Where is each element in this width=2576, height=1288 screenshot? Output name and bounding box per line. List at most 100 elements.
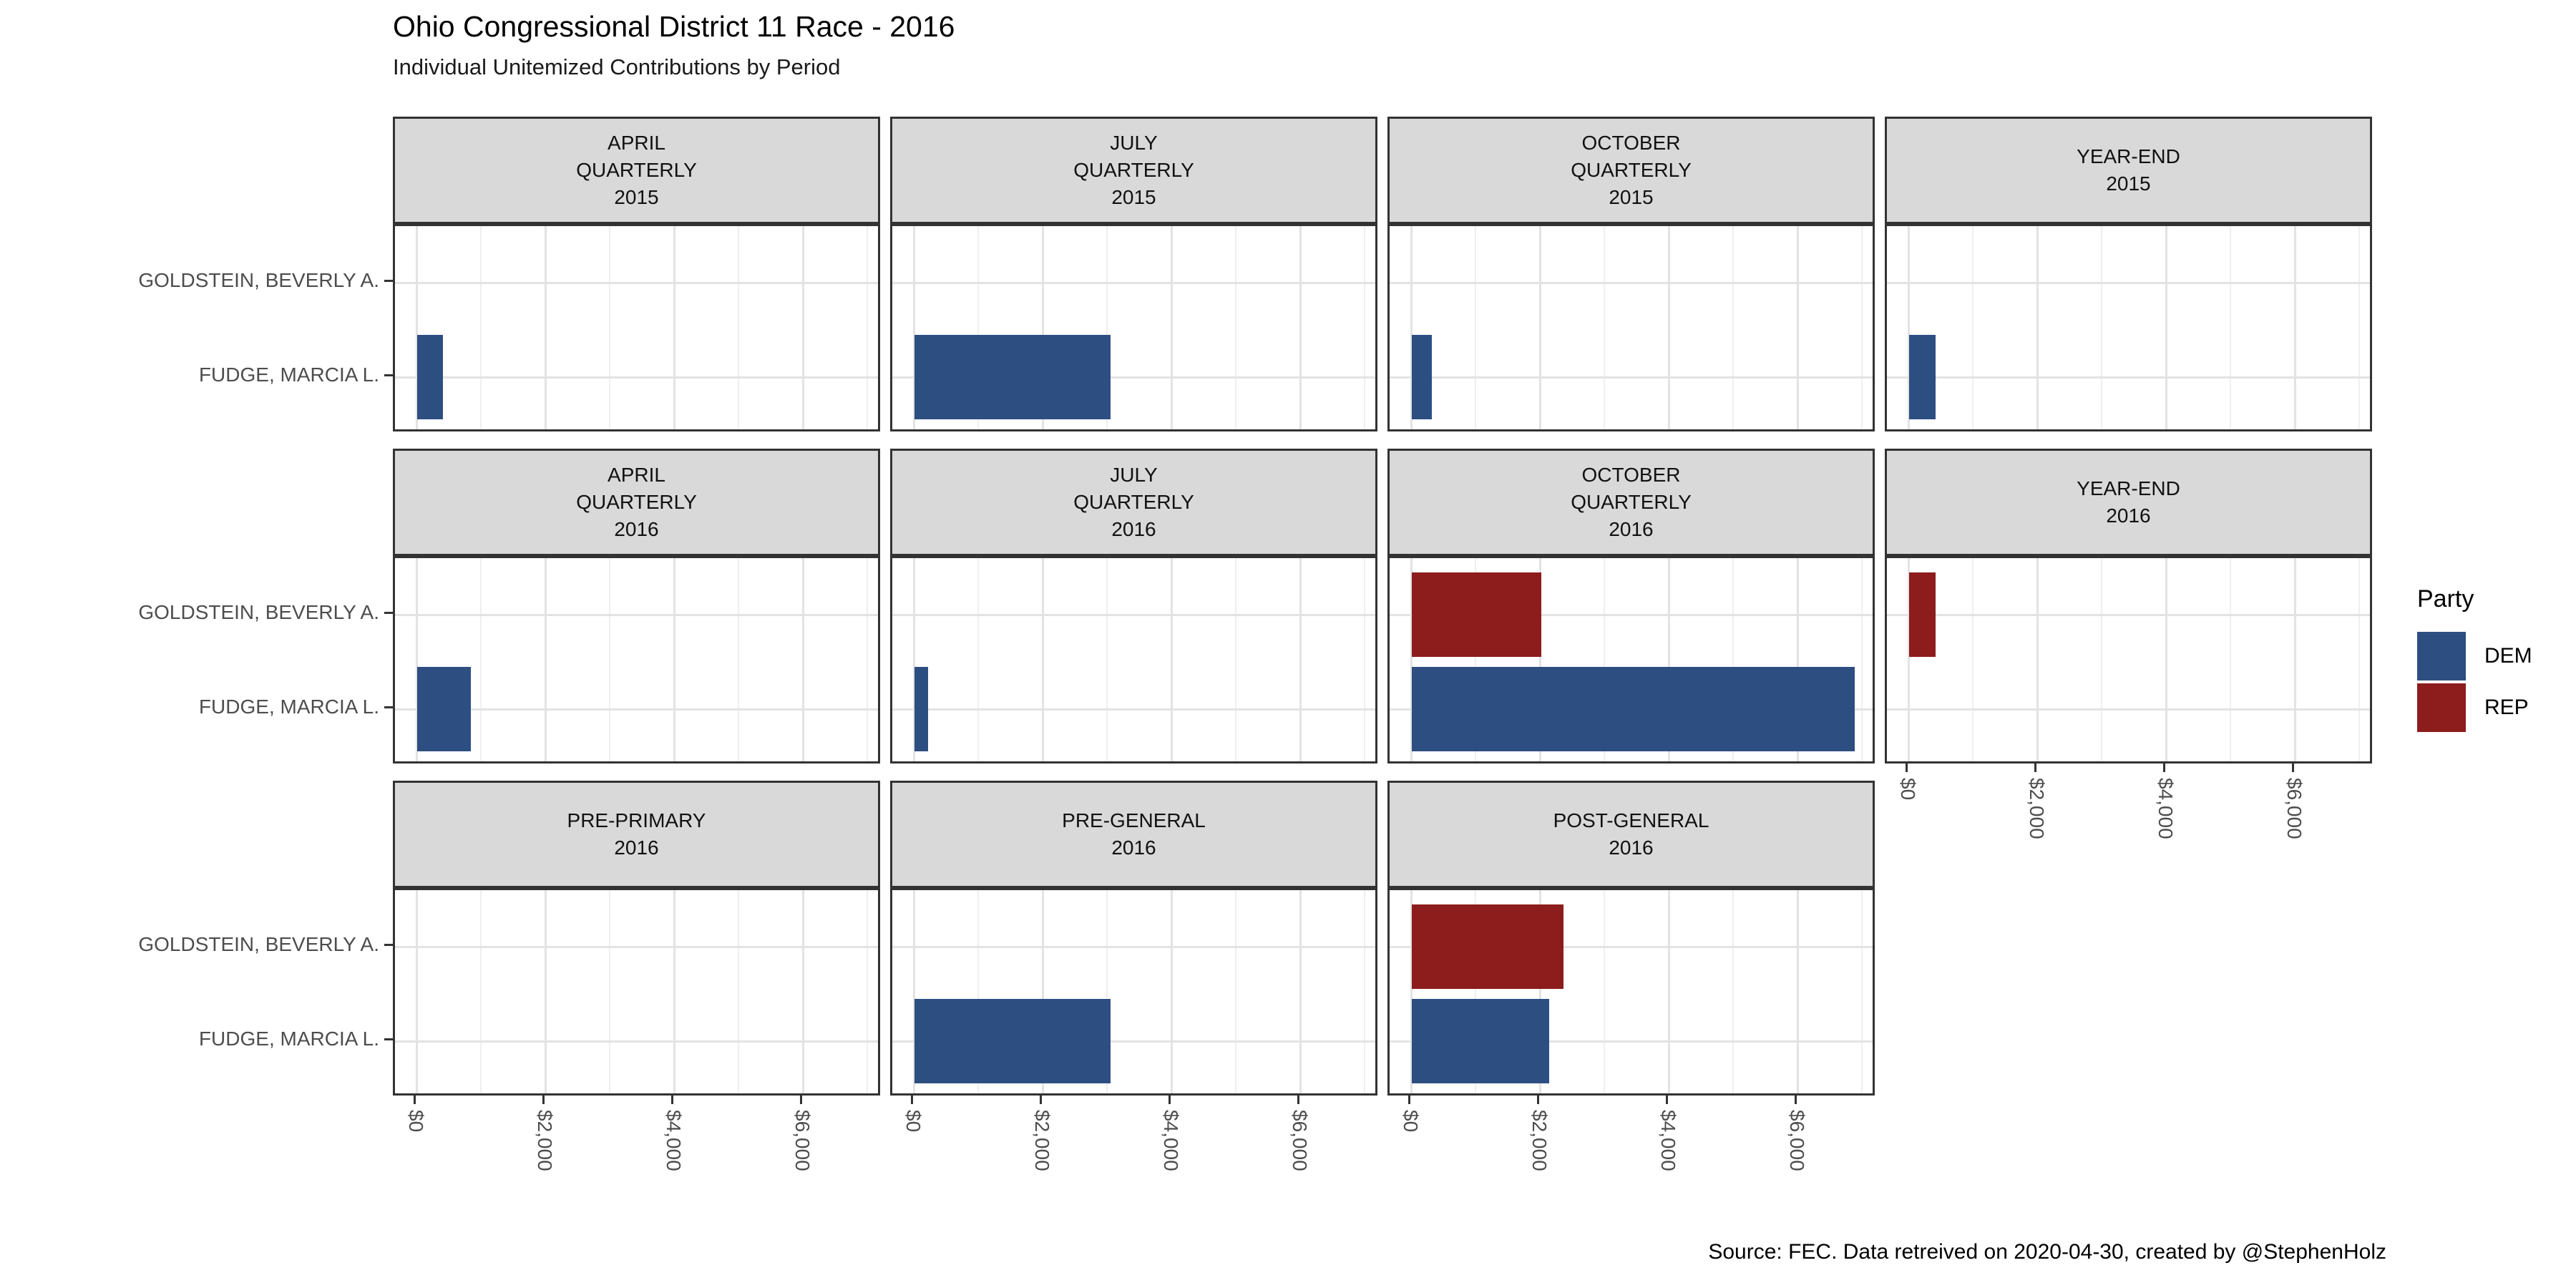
gridline-major (2165, 226, 2168, 429)
strip-label-line: APRIL (608, 132, 665, 154)
gridline-major (1797, 558, 1800, 761)
gridline-minor (1364, 558, 1366, 761)
gridline-major (1668, 890, 1671, 1093)
strip-label-line: 2016 (614, 836, 659, 859)
gridline-minor (1475, 226, 1477, 429)
gridline-major (1299, 226, 1302, 429)
y-axis-tick (384, 374, 393, 376)
gridline-major (1539, 890, 1542, 1093)
facet-strip: YEAR-END 2016 (1885, 449, 2372, 556)
x-axis-tick-label: $0 (404, 1110, 427, 1133)
gridline-major (2294, 558, 2297, 761)
facet-panel (890, 556, 1377, 763)
facet-panel (890, 888, 1377, 1096)
legend-entries: DEM REP (2417, 632, 2532, 732)
gridline-minor (2358, 558, 2361, 761)
gridline-minor (2101, 558, 2103, 761)
gridline-major (1797, 226, 1800, 429)
gridline-major (2036, 558, 2039, 761)
gridline-minor (1732, 226, 1735, 429)
x-axis-tick (542, 1096, 545, 1104)
gridline-major (1668, 226, 1671, 429)
strip-label-line: JULY (1110, 464, 1158, 486)
y-axis-tick (384, 279, 393, 282)
gridline-major (1171, 558, 1174, 761)
x-axis-tick-label: $4,000 (1159, 1110, 1182, 1171)
x-axis-tick (1040, 1096, 1043, 1104)
facet-year-end-2015: YEAR-END 2015 (1885, 117, 2372, 431)
gridline-minor (1972, 226, 1974, 429)
gridline-y (892, 708, 1375, 711)
facet-panel (393, 888, 880, 1096)
x-axis-tick-label: $2,000 (1528, 1110, 1551, 1171)
gridline-y (395, 708, 878, 711)
x-axis-tick-label: $2,000 (2025, 778, 2048, 839)
gridline-y (395, 376, 878, 379)
strip-label-line: PRE-PRIMARY (567, 809, 706, 831)
bar-dem (416, 667, 472, 751)
gridline-minor (977, 226, 980, 429)
strip-label-line: 2016 (614, 518, 659, 540)
gridline-minor (1364, 226, 1366, 429)
legend-entry-dem: DEM (2417, 632, 2532, 680)
gridline-y (1390, 281, 1873, 284)
x-axis-tick (671, 1096, 674, 1104)
bar-dem (1411, 999, 1550, 1083)
x-axis-tick-label: $4,000 (662, 1110, 685, 1171)
gridline-minor (2230, 226, 2232, 429)
gridline-major (913, 558, 916, 761)
strip-label-line: OCTOBER (1581, 464, 1681, 486)
strip-label-line: 2016 (2106, 504, 2151, 527)
gridline-y (1390, 376, 1873, 379)
x-axis-tick (1906, 763, 1908, 772)
x-axis-tick-label: $4,000 (2154, 778, 2177, 839)
gridline-major (1171, 890, 1174, 1093)
strip-label-line: 2015 (2106, 172, 2151, 195)
legend-title: Party (2417, 585, 2474, 613)
facet-panel (1885, 224, 2372, 431)
x-axis-tick (414, 1096, 416, 1104)
gridline-minor (1235, 226, 1237, 429)
gridline-minor (1732, 890, 1735, 1093)
gridline-y (892, 1040, 1375, 1043)
gridline-minor (2358, 226, 2361, 429)
page-title: Ohio Congressional District 11 Race - 20… (393, 10, 955, 43)
gridline-y (892, 376, 1375, 379)
facet-panel (1885, 556, 2372, 763)
gridline-y (1887, 376, 2370, 379)
gridline-y (1390, 945, 1873, 948)
strip-label-line: POST-GENERAL (1553, 809, 1709, 831)
strip-label-line: QUARTERLY (576, 491, 697, 513)
gridline-major (1797, 890, 1800, 1093)
x-axis-tick-label: $2,000 (1030, 1110, 1053, 1171)
gridline-y (395, 1040, 878, 1043)
facet-strip: APRIL QUARTERLY 2016 (393, 449, 880, 556)
strip-label-line: YEAR-END (2077, 477, 2180, 499)
gridline-minor (1475, 890, 1477, 1093)
legend-label: REP (2484, 696, 2529, 719)
strip-label-line: APRIL (608, 464, 665, 486)
gridline-minor (738, 890, 740, 1093)
y-axis-label: FUDGE, MARCIA L. (198, 1028, 379, 1050)
legend-swatch-dem (2417, 632, 2466, 680)
facet-panel (1387, 556, 1875, 763)
x-axis-tick-label: $6,000 (791, 1110, 814, 1171)
gridline-minor (1861, 558, 1863, 761)
y-axis-tick (384, 1038, 393, 1040)
y-axis-label: GOLDSTEIN, BEVERLY A. (138, 933, 379, 955)
strip-label-line: 2015 (1111, 186, 1156, 208)
strip-label-line: QUARTERLY (1571, 159, 1692, 181)
facet-panel (1387, 224, 1875, 431)
strip-label-line: QUARTERLY (1073, 159, 1194, 181)
gridline-major (1908, 226, 1911, 429)
gridline-major (802, 890, 805, 1093)
gridline-major (1908, 558, 1911, 761)
x-axis-tick (911, 1096, 914, 1104)
x-axis-tick (1537, 1096, 1540, 1104)
gridline-minor (609, 558, 611, 761)
gridline-minor (1604, 890, 1606, 1093)
gridline-major (545, 890, 547, 1093)
gridline-minor (977, 890, 980, 1093)
gridline-major (545, 558, 547, 761)
legend: Party DEM REP (2417, 585, 2532, 735)
